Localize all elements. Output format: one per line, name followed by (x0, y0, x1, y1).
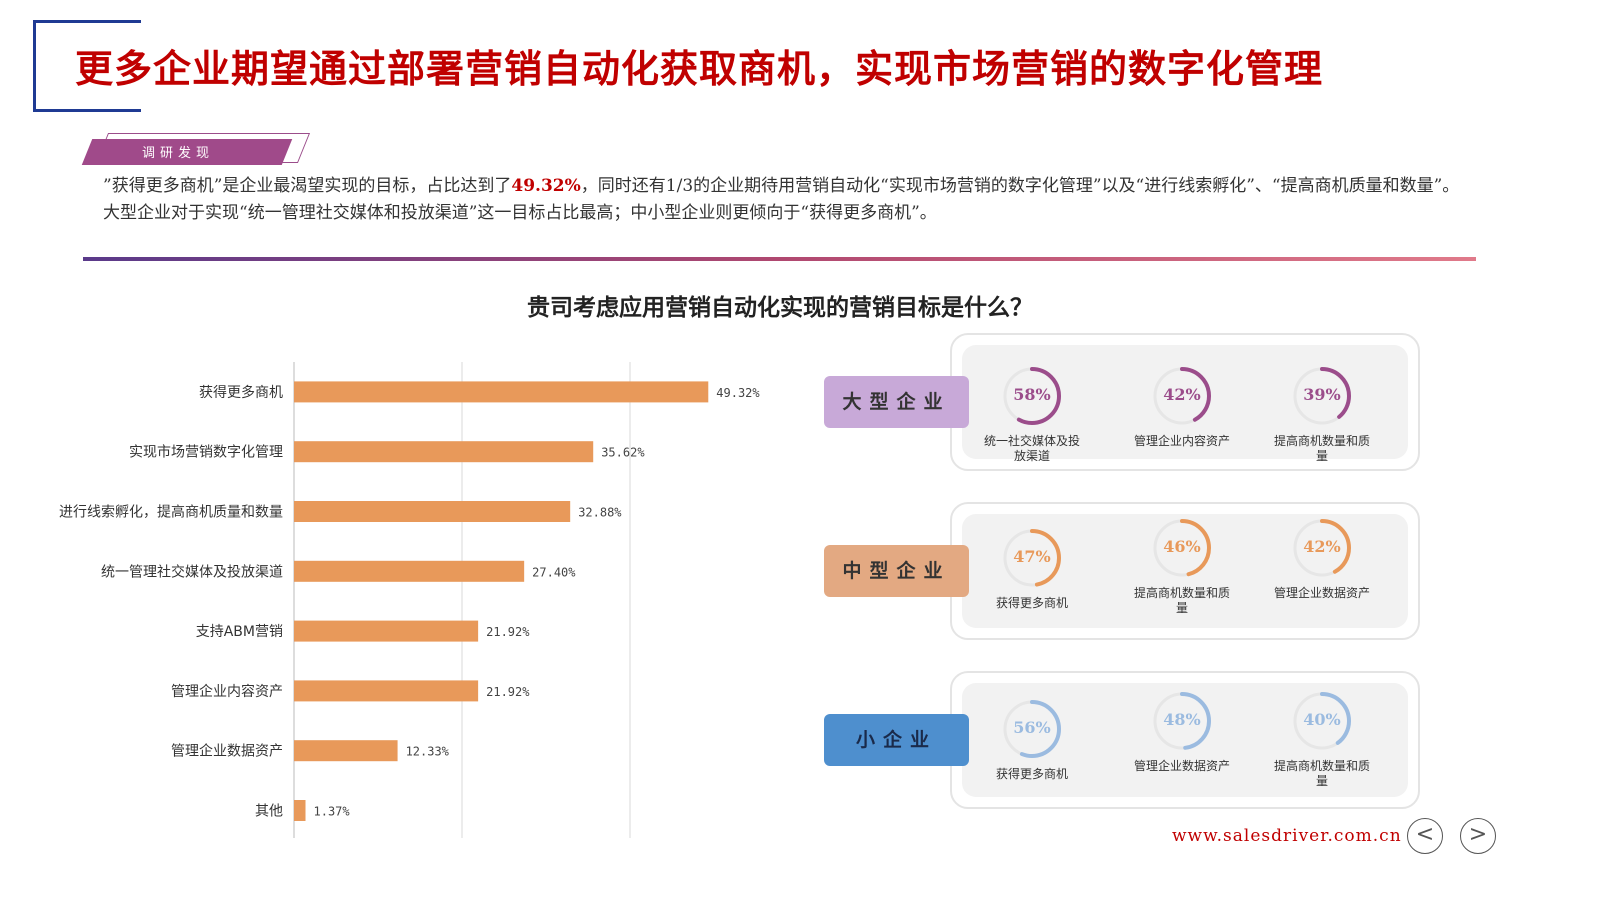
donut-metric: 42% 管理企业数据资产 (1257, 518, 1387, 628)
donut-ring (1293, 519, 1351, 577)
category-label: 进行线索孵化，提高商机质量和数量 (59, 504, 283, 521)
donut-ring (1153, 367, 1211, 425)
data-label: 12.33% (406, 745, 450, 759)
donut-arc (1003, 367, 1061, 425)
summary-text: ”获得更多商机”是企业最渴望实现的目标，占比达到了49.32%，同时还有1/3的… (103, 173, 1483, 227)
donut-caption: 统一社交媒体及投放渠道 (984, 434, 1081, 463)
donut-percent: 46% (1163, 537, 1201, 556)
donut-percent: 56% (1013, 718, 1051, 737)
bar (294, 501, 571, 522)
donut-percent: 42% (1163, 385, 1201, 404)
segment-panel (950, 333, 1420, 471)
bar (294, 620, 479, 642)
segment-label: 中型企业 (824, 545, 969, 597)
title-frame-decoration (33, 20, 141, 112)
donut-ring (1293, 692, 1351, 750)
segment-panel-inner (962, 345, 1408, 459)
donut-caption: 管理企业内容资产 (1134, 434, 1231, 448)
data-label: 27.40% (532, 565, 576, 579)
donut-metric: 39% 提高商机数量和质量 (1257, 366, 1387, 476)
donut-metric: 47% 获得更多商机 (967, 528, 1097, 638)
donut-arc (1153, 367, 1211, 425)
donut-metric: 58% 统一社交媒体及投放渠道 (967, 366, 1097, 476)
donut-percent: 40% (1303, 710, 1341, 729)
prev-page-button[interactable]: < (1407, 818, 1443, 854)
donut-arc (1153, 692, 1211, 750)
data-label: 32.88% (578, 506, 622, 520)
chevron-left-icon: < (1415, 822, 1435, 847)
summary-line1-pre: ”获得更多商机”是企业最渴望实现的目标，占比达到了 (103, 176, 512, 196)
donut-percent: 39% (1303, 385, 1341, 404)
donut-metric: 42% 管理企业内容资产 (1117, 366, 1247, 476)
category-label: 支持ABM营销 (196, 624, 283, 640)
donut-caption: 管理企业数据资产 (1274, 586, 1371, 600)
summary-line-1: ”获得更多商机”是企业最渴望实现的目标，占比达到了49.32%，同时还有1/3的… (103, 173, 1483, 200)
data-label: 1.37% (314, 805, 351, 819)
category-label: 管理企业数据资产 (171, 743, 283, 760)
page-title: 更多企业期望通过部署营销自动化获取商机，实现市场营销的数字化管理 (75, 46, 1324, 91)
donut-arc (1293, 519, 1351, 577)
tag-label: 调研发现 (142, 146, 215, 161)
donut-percent: 42% (1303, 537, 1341, 556)
donut-percent: 47% (1013, 547, 1051, 566)
donut-caption: 提高商机数量和质量 (1274, 434, 1371, 463)
segment-label: 大型企业 (824, 376, 969, 428)
donut-arc (1003, 529, 1061, 587)
donut-arc (1153, 519, 1211, 577)
donut-caption: 获得更多商机 (995, 767, 1068, 781)
bar (294, 740, 398, 762)
donut-ring (1153, 692, 1211, 750)
data-label: 21.92% (486, 625, 530, 639)
donut-arc (1003, 700, 1061, 758)
bar (294, 680, 479, 702)
chevron-right-icon: > (1468, 822, 1488, 847)
donut-arc (1293, 692, 1351, 750)
donut-ring (1153, 519, 1211, 577)
chart-title: 贵司考虑应用营销自动化实现的营销目标是什么？ (527, 294, 1033, 321)
summary-line1-post: ，同时还有1/3的企业期待用营销自动化“实现市场营销的数字化管理”以及“进行线索… (580, 176, 1460, 196)
donut-ring (1293, 367, 1351, 425)
summary-highlight: 49.32% (511, 176, 581, 196)
donut-ring (1003, 529, 1061, 587)
summary-line-2: 大型企业对于实现“统一管理社交媒体和投放渠道”这一目标占比最高；中小型企业则更倾… (103, 203, 937, 223)
donut-ring (1003, 367, 1061, 425)
donut-metric: 56% 获得更多商机 (967, 699, 1097, 809)
donut-percent: 48% (1163, 710, 1201, 729)
gradient-divider (83, 257, 1476, 261)
donut-metric: 46% 提高商机数量和质量 (1117, 518, 1247, 628)
donut-caption: 提高商机数量和质量 (1274, 759, 1371, 788)
data-label: 35.62% (601, 446, 645, 460)
donut-caption: 获得更多商机 (995, 596, 1068, 610)
next-page-button[interactable]: > (1460, 818, 1496, 854)
bar (294, 560, 525, 582)
category-label: 实现市场营销数字化管理 (129, 444, 283, 461)
category-label: 管理企业内容资产 (171, 683, 283, 700)
bar-chart: 获得更多商机 49.32% 实现市场营销数字化管理 35.62% 进行线索孵化，提高商机… (59, 362, 760, 838)
donut-metric: 40% 提高商机数量和质量 (1257, 691, 1387, 801)
donut-ring (1003, 700, 1061, 758)
website-url[interactable]: www.salesdriver.com.cn (1172, 826, 1402, 846)
donut-arc (1293, 367, 1351, 425)
donut-metric: 48% 管理企业数据资产 (1117, 691, 1247, 801)
data-label: 21.92% (486, 685, 530, 699)
category-label: 其他 (255, 804, 283, 820)
findings-tag: 调研发现 (81, 133, 312, 165)
donut-caption: 管理企业数据资产 (1134, 759, 1231, 773)
segment-label: 小企业 (824, 714, 969, 766)
category-label: 获得更多商机 (199, 384, 283, 401)
category-label: 统一管理社交媒体及投放渠道 (101, 563, 283, 580)
bar (294, 800, 306, 821)
donut-caption: 提高商机数量和质量 (1134, 586, 1231, 615)
bar (294, 441, 594, 463)
donut-percent: 58% (1013, 385, 1051, 404)
data-label: 49.32% (716, 386, 760, 400)
bar (294, 381, 709, 403)
